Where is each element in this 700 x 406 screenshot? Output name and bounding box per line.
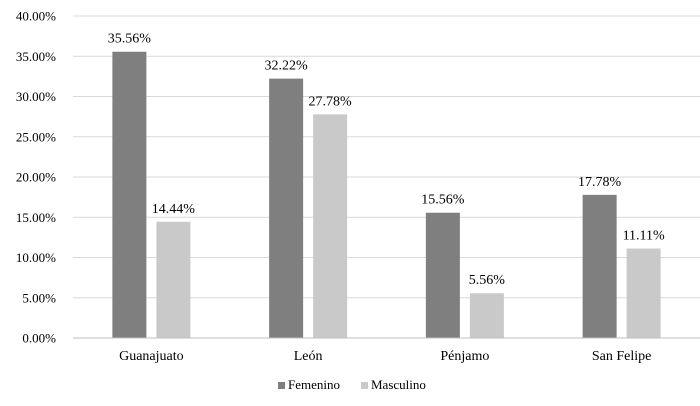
legend: Femenino Masculino xyxy=(278,377,426,392)
data-labels: 35.56% 14.44% 32.22% 27.78% 15.56% 5.56% 17.78… xyxy=(108,32,665,289)
y-tick-label: 40.00% xyxy=(16,9,56,24)
category-label-leon: León xyxy=(294,349,323,364)
y-tick-label: 35.00% xyxy=(16,49,56,64)
y-tick-label: 20.00% xyxy=(16,170,56,185)
data-label-femenino-san-felipe: 17.78% xyxy=(578,175,622,190)
category-label-penjamo: Pénjamo xyxy=(440,349,489,364)
x-axis-category-labels: Guanajuato León Pénjamo San Felipe xyxy=(119,349,651,364)
legend-label-femenino: Femenino xyxy=(288,377,340,392)
category-label-guanajuato: Guanajuato xyxy=(119,349,184,364)
y-tick-label: 5.00% xyxy=(22,290,56,305)
data-label-masculino-san-felipe: 11.11% xyxy=(623,229,665,244)
y-axis-tick-labels: 0.00% 5.00% 10.00% 15.00% 20.00% 25.00% 30.00%… xyxy=(16,9,56,346)
bar-femenino-san-felipe xyxy=(582,194,617,338)
legend-swatch-femenino xyxy=(278,382,285,389)
y-tick-label: 0.00% xyxy=(22,331,56,346)
data-label-masculino-penjamo: 5.56% xyxy=(469,273,506,288)
y-tick-label: 15.00% xyxy=(16,210,56,225)
bar-femenino-guanajuato xyxy=(112,51,147,338)
bar-femenino-leon xyxy=(269,78,304,338)
category-label-san-felipe: San Felipe xyxy=(592,349,652,364)
bar-masculino-san-felipe xyxy=(626,248,661,338)
legend-swatch-masculino xyxy=(361,382,368,389)
bar-masculino-leon xyxy=(313,114,348,338)
data-label-masculino-leon: 27.78% xyxy=(309,94,353,109)
y-tick-label: 25.00% xyxy=(16,129,56,144)
y-tick-label: 30.00% xyxy=(16,89,56,104)
bar-femenino-penjamo xyxy=(425,212,460,338)
data-label-femenino-guanajuato: 35.56% xyxy=(108,32,152,47)
data-label-femenino-penjamo: 15.56% xyxy=(421,193,465,208)
legend-label-masculino: Masculino xyxy=(371,377,426,392)
y-tick-label: 10.00% xyxy=(16,250,56,265)
bars xyxy=(112,51,661,338)
data-label-femenino-leon: 32.22% xyxy=(265,59,309,74)
bar-masculino-guanajuato xyxy=(156,221,191,338)
data-label-masculino-guanajuato: 14.44% xyxy=(152,202,196,217)
bar-masculino-penjamo xyxy=(469,293,504,338)
